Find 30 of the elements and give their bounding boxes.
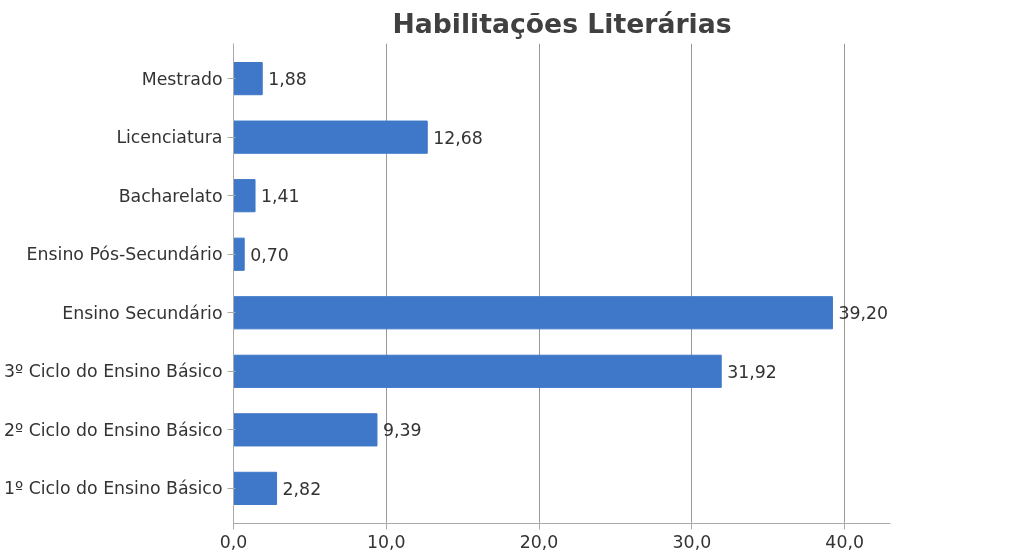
x-tick-label: 10,0	[367, 531, 406, 552]
chart-title: Habilitações Literárias	[392, 7, 732, 39]
y-tick-label: Licenciatura	[116, 127, 223, 148]
x-tick-label: 30,0	[672, 531, 712, 552]
data-label: 31,92	[727, 361, 777, 382]
y-tick-label: 1º Ciclo do Ensino Básico	[3, 478, 223, 499]
bar	[233, 354, 722, 388]
data-label: 9,39	[382, 420, 422, 441]
y-tick-label: 2º Ciclo do Ensino Básico	[3, 419, 223, 440]
bar	[233, 413, 378, 447]
bar	[233, 296, 833, 330]
bar	[233, 62, 263, 96]
x-tick-label: 20,0	[519, 531, 559, 552]
bar	[233, 179, 256, 213]
y-tick-label: Ensino Secundário	[62, 302, 223, 323]
y-tick-label: 3º Ciclo do Ensino Básico	[3, 361, 223, 382]
bar	[233, 120, 428, 154]
data-label: 12,68	[433, 127, 483, 148]
bar	[233, 237, 245, 271]
data-label: 39,20	[838, 303, 889, 324]
data-label: 2,82	[282, 478, 322, 499]
y-tick-label: Bacharelato	[118, 185, 223, 206]
data-label: 0,70	[250, 244, 289, 265]
x-tick-label: 0,0	[219, 531, 248, 552]
y-tick-label: Mestrado	[141, 68, 223, 89]
data-label: 1,41	[261, 186, 300, 207]
y-tick-label: Ensino Pós-Secundário	[26, 244, 223, 265]
data-label: 1,88	[268, 69, 307, 90]
bar	[233, 471, 278, 505]
x-tick-label: 40,0	[825, 531, 864, 552]
